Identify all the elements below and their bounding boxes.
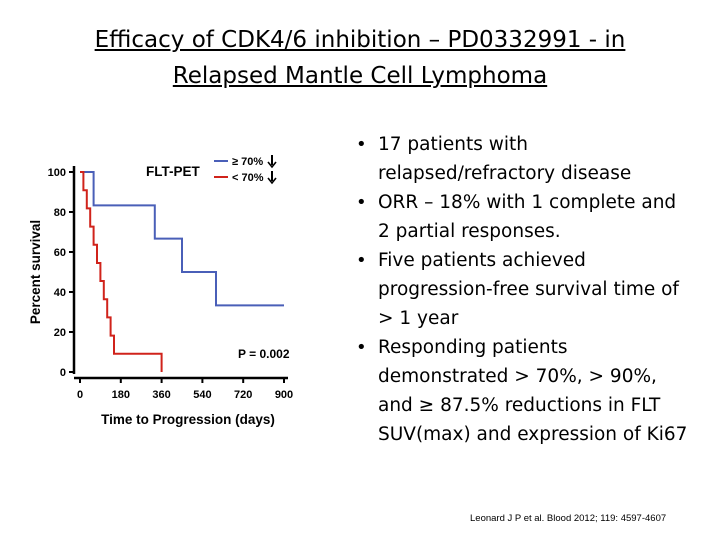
x-tick-label: 360 (152, 389, 170, 401)
bullet-item: • Five patients achieved progression-free… (350, 246, 690, 333)
x-axis-label: Time to Progression (days) (101, 412, 275, 427)
y-tick-label: 40 (54, 287, 66, 299)
x-tick-label: 720 (234, 389, 252, 401)
arrow-head-icon (267, 177, 277, 185)
x-tick-label: 900 (275, 389, 293, 401)
x-tick-label: 180 (112, 389, 130, 401)
slide-title-line-2: Relapsed Mantle Cell Lymphoma (172, 63, 548, 89)
y-tick-label: 0 (60, 367, 66, 379)
x-tick-label: 0 (77, 389, 83, 401)
legend-title: FLT-PET (146, 164, 200, 179)
bullet-dot-icon: • (356, 250, 367, 271)
bullet-dot-icon: • (356, 337, 367, 358)
bullet-item: • ORR – 18% with 1 complete and 2 partial… (350, 188, 690, 246)
bullet-text: 17 patients with relapsed/refractory dis… (378, 134, 632, 184)
y-tick-label: 60 (54, 247, 66, 259)
bullet-item: • Responding patients demonstrated > 70%,… (350, 333, 690, 449)
y-tick-label: 20 (54, 327, 66, 339)
legend-entry: < 70% (232, 172, 264, 184)
x-tick-label: 540 (193, 389, 211, 401)
bullet-list: • 17 patients with relapsed/refractory di… (350, 130, 690, 449)
bullet-dot-icon: • (356, 134, 367, 155)
bullet-text: Five patients achieved progression-free … (378, 250, 679, 329)
arrow-head-icon (267, 161, 277, 169)
y-axis-label: Percent survival (28, 220, 43, 324)
series-line-high (80, 171, 284, 307)
y-tick-label: 100 (48, 167, 66, 179)
citation: Leonard J P et al. Blood 2012; 119: 4597… (470, 513, 667, 524)
bullet-text: Responding patients demonstrated > 70%, … (378, 337, 688, 445)
bullet-dot-icon: • (356, 192, 367, 213)
chart-axes (69, 166, 288, 383)
p-value-annotation: P = 0.002 (238, 347, 290, 361)
slide-title: Efficacy of CDK4/6 inhibition – PD033299… (20, 22, 700, 94)
bullet-item: • 17 patients with relapsed/refractory di… (350, 130, 690, 188)
series-line-low (80, 171, 163, 372)
bullet-text: ORR – 18% with 1 complete and 2 partial … (378, 192, 677, 242)
slide-title-line-1: Efficacy of CDK4/6 inhibition – PD033299… (94, 27, 626, 53)
legend-entry: ≥ 70% (232, 156, 263, 168)
y-tick-label: 80 (54, 207, 66, 219)
chart-series (80, 171, 284, 372)
